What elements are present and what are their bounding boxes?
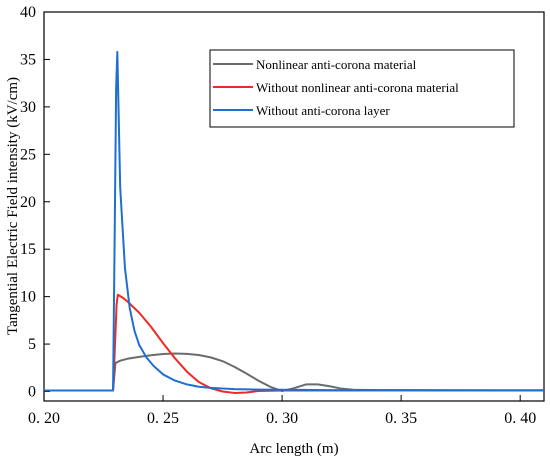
legend-label-without-nonlinear: Without nonlinear anti-corona material (256, 80, 459, 95)
y-tick-label: 15 (20, 241, 36, 258)
x-axis-title: Arc length (m) (249, 441, 338, 457)
legend-label-without-layer: Without anti-corona layer (256, 103, 390, 118)
y-tick-label: 0 (28, 384, 36, 401)
x-tick-label: 0. 35 (385, 410, 417, 427)
series-layer (43, 50, 545, 394)
x-axis-ticks: 0. 20 0. 25 0. 30 0. 35 0. 40 (28, 395, 536, 427)
y-tick-label: 10 (20, 289, 36, 306)
x-tick-label: 0. 40 (504, 410, 536, 427)
legend-box (209, 49, 515, 128)
x-tick-label: 0. 20 (28, 410, 60, 427)
y-tick-label: 40 (20, 4, 36, 21)
y-axis-ticks: 0 5 10 15 20 25 30 35 40 (20, 4, 50, 401)
x-tick-label: 0. 25 (147, 410, 179, 427)
plot-frame (43, 11, 545, 402)
y-axis-title: Tangential Electric Field intensity (kV/… (5, 77, 21, 335)
legend: Nonlinear anti-corona material Without n… (209, 49, 515, 128)
y-tick-label: 30 (20, 99, 36, 116)
legend-label-nonlinear: Nonlinear anti-corona material (256, 57, 417, 72)
series-line-without-layer (43, 50, 545, 392)
x-tick-label: 0. 30 (266, 410, 298, 427)
series-line-nonlinear (43, 352, 545, 393)
y-tick-label: 25 (20, 146, 36, 163)
series-line-without-nonlinear (43, 293, 545, 394)
y-tick-label: 20 (20, 194, 36, 211)
y-tick-label: 35 (20, 51, 36, 68)
y-tick-label: 5 (28, 336, 36, 353)
